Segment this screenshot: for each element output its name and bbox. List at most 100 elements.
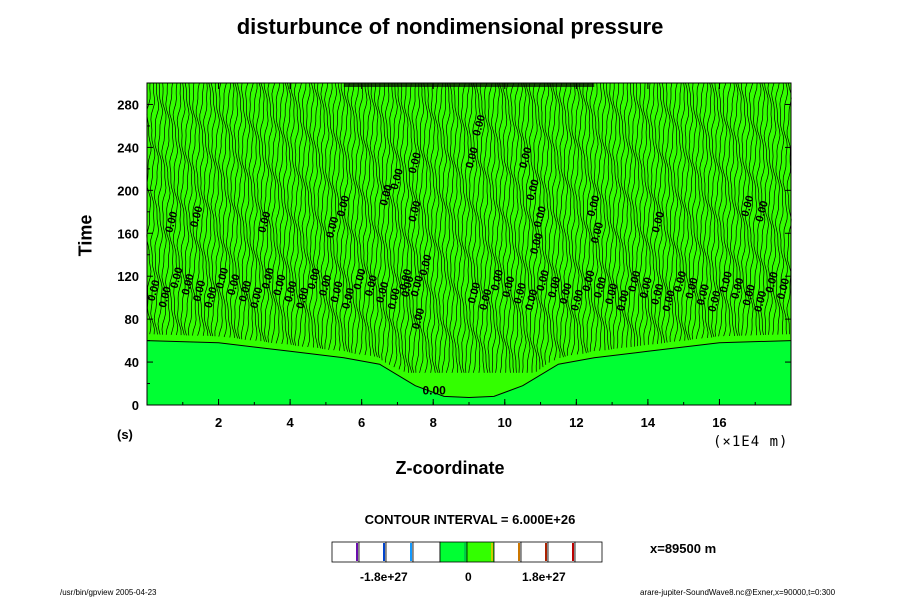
- contour-value-label: 0.00: [752, 290, 769, 314]
- contour-line: [267, 82, 273, 343]
- contour-line: [354, 82, 360, 354]
- contour-line: [608, 82, 614, 350]
- colorbar: [331, 541, 603, 563]
- contour-line: [547, 82, 554, 363]
- contour-line: [532, 82, 538, 372]
- contour-line: [562, 82, 569, 357]
- colorbar-tick-label: -1.8e+27: [360, 570, 408, 584]
- contour-value-label: 0.00: [248, 286, 265, 310]
- contour-line: [661, 82, 667, 343]
- contour-line: [259, 82, 266, 342]
- contour-line: [627, 83, 633, 348]
- contour-line: [195, 82, 201, 336]
- contour-line: [540, 83, 546, 368]
- contour-interval-text: CONTOUR INTERVAL = 6.000E+26: [364, 512, 576, 527]
- contour-line: [581, 82, 587, 354]
- contour-line: [161, 82, 167, 335]
- contour-line: [456, 82, 463, 373]
- contour-line: [771, 82, 777, 335]
- footer-command: /usr/bin/gpview 2005-04-23: [60, 588, 157, 597]
- colorbar-cell: [331, 541, 360, 563]
- contour-line: [551, 82, 557, 361]
- contour-value-label: 0.00: [203, 286, 220, 310]
- contour-line: [710, 82, 717, 338]
- contour-line: [343, 82, 349, 352]
- contour-line: [612, 83, 618, 349]
- contour-lines-layer: [146, 82, 792, 399]
- contour-line: [184, 82, 190, 336]
- contour-line: [748, 82, 754, 336]
- contour-line: [593, 82, 599, 352]
- contour-line: [752, 82, 758, 336]
- contour-line: [297, 82, 304, 347]
- contour-value-label: 0.00: [535, 269, 552, 293]
- contour-value-label: 0.00: [191, 279, 208, 303]
- contour-line: [487, 82, 493, 373]
- contour-line: [513, 82, 519, 373]
- contour-value-label: 0.00: [661, 289, 678, 313]
- contour-value-label: 0.00: [729, 277, 746, 301]
- contour-value-label: 0.00: [558, 282, 575, 306]
- contour-line: [623, 82, 629, 348]
- contour-line: [491, 82, 497, 373]
- contour-line: [566, 82, 573, 356]
- contour-value-label: 0.00: [525, 178, 542, 202]
- contour-value-label: 0.00: [471, 114, 488, 138]
- y-tick-label: 160: [117, 226, 139, 241]
- colorbar-cell: [412, 541, 441, 563]
- contour-line: [574, 82, 580, 355]
- contour-value-label: 0.00: [214, 266, 231, 290]
- contour-line: [479, 82, 485, 373]
- contour-line: [248, 82, 254, 341]
- contour-value-label: 0.00: [569, 288, 586, 312]
- y-tick-label: 200: [117, 183, 139, 198]
- contour-value-label: 0.00: [146, 279, 163, 303]
- x-tick-label: 10: [498, 415, 512, 430]
- contour-line: [759, 82, 766, 336]
- contour-value-label: 0.00: [407, 151, 424, 175]
- contour-line: [165, 82, 171, 335]
- contour-value-label: 0.00: [352, 267, 369, 291]
- contour-line: [559, 82, 565, 358]
- contour-line: [502, 82, 508, 373]
- x-tick-label: 6: [358, 415, 365, 430]
- contour-line: [638, 82, 644, 346]
- contour-value-label: 0.00: [324, 216, 341, 240]
- contour-line: [744, 82, 751, 336]
- colorbar-cell: [520, 541, 549, 563]
- contour-line: [699, 82, 705, 339]
- y-tick-label: 0: [132, 398, 139, 413]
- contour-line: [684, 82, 690, 341]
- contour-line: [237, 82, 243, 339]
- contour-line: [521, 82, 527, 373]
- contour-value-label: 0.00: [650, 210, 667, 234]
- contour-line: [650, 82, 656, 345]
- contour-line: [714, 82, 720, 337]
- contour-line: [654, 82, 660, 344]
- contour-line: [589, 82, 595, 352]
- contour-line: [483, 82, 489, 373]
- contour-line: [358, 82, 364, 355]
- y-axis-label: Time: [75, 214, 96, 257]
- contour-line: [657, 82, 663, 344]
- contour-value-label: 0.00: [764, 270, 781, 294]
- contour-value-label: 0.00: [188, 205, 205, 229]
- contour-value-label: 0.00: [374, 280, 391, 304]
- contour-line: [616, 83, 622, 349]
- colorbar-cell: [547, 541, 576, 563]
- contour-line: [460, 82, 466, 373]
- colorbar-cell: [493, 541, 522, 563]
- contour-line: [407, 82, 413, 373]
- contour-value-label: 0.00: [329, 280, 346, 304]
- colorbar-cell: [466, 541, 495, 563]
- contour-value-label: 0.00: [695, 283, 712, 307]
- contour-line: [150, 82, 156, 335]
- contour-value-label: 0.00: [528, 232, 545, 256]
- contour-line: [146, 82, 152, 335]
- contour-line: [229, 82, 235, 338]
- contour-value-label: 0.00: [512, 281, 529, 305]
- contour-value-label: 0.00: [589, 221, 606, 245]
- x-coordinate-note: x=89500 m: [650, 541, 717, 556]
- contour-line: [555, 82, 561, 359]
